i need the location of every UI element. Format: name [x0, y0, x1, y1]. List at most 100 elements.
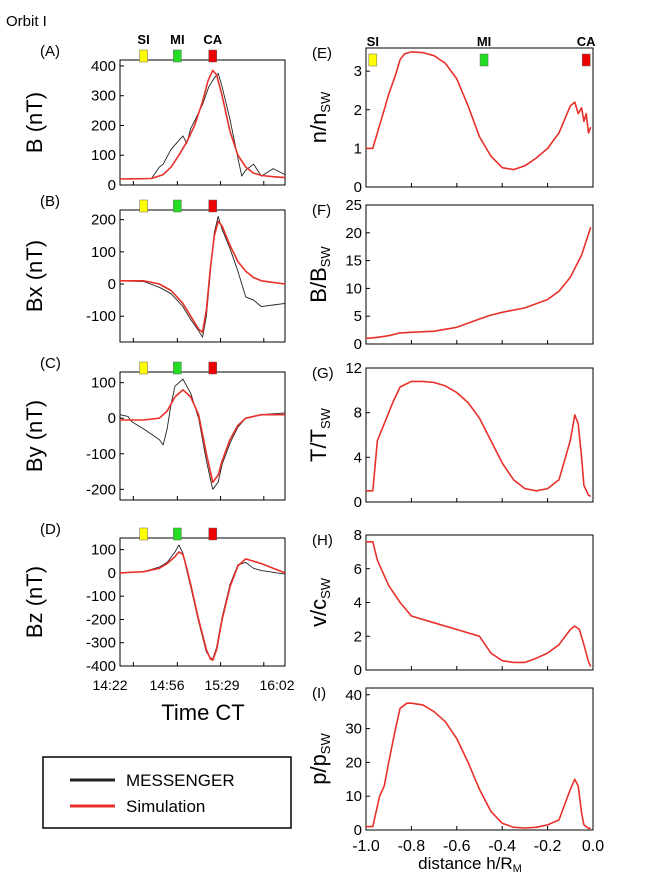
panel-G-ylabel-sub: SW: [318, 407, 333, 429]
panel-D-ytick-label-3: -100: [86, 588, 116, 605]
panel-C-ylabel-main: By (nT): [22, 400, 47, 472]
right-x-tick-label-0: -1.0: [352, 838, 380, 855]
panel-I-ytick-label-3: 30: [345, 721, 362, 738]
panel-B-ytick-label-1: 0: [108, 276, 116, 293]
panel-G-series-simulation: [366, 380, 592, 498]
right-x-tick-label-5: 0.0: [582, 838, 604, 855]
panel-G-ylabel-main: T/T: [306, 429, 331, 462]
figure-title: Orbit I: [6, 13, 47, 30]
left-x-axis: 14:22 14:56 15:29 16:02: [92, 677, 294, 693]
panel-H-label: (H): [312, 532, 333, 549]
panel-C-ytick-label-1: -100: [86, 446, 116, 463]
panel-F-ytick-label-3: 15: [345, 253, 362, 270]
panel-E: 0 1 2 3 (E) n/nSW SI MI CA: [306, 34, 596, 196]
left-x-axis-label: Time CT: [161, 700, 245, 725]
panel-E-marker-MI: [479, 53, 489, 67]
panel-H-ytick-label-3: 6: [354, 561, 362, 578]
panel-D-frame: [119, 537, 286, 667]
panel-B-ylabel: Bx (nT): [22, 240, 47, 312]
panel-A-ytick-label-1: 100: [91, 147, 116, 164]
panel-F-ytick-label-2: 10: [345, 280, 362, 297]
panel-A-series-simulation: [119, 69, 286, 180]
panel-D-series-messenger: [119, 544, 286, 660]
panel-I-ytick-label-0: 0: [354, 822, 362, 839]
panel-C: -200 -100 0 100 (C) By (nT): [22, 355, 286, 501]
right-x-tick-label-1: -0.8: [398, 838, 426, 855]
panel-E-frame: [365, 47, 594, 188]
panel-C-marker-CA: [208, 361, 217, 375]
left-x-tick-label-0: 14:22: [92, 677, 127, 693]
panel-D-ytick-label-1: -300: [86, 635, 116, 652]
panel-I-series-simulation: [366, 702, 591, 830]
left-x-tick-label-2: 15:29: [204, 677, 239, 693]
panel-D-marker-MI: [173, 527, 182, 541]
panel-F: 0 5 10 15 20 25 (F) B/BSW: [306, 197, 594, 353]
panel-G-ytick-label-1: 4: [354, 449, 362, 466]
panel-B-marker-SI: [139, 199, 148, 213]
panel-A-ylabel: B (nT): [22, 92, 47, 153]
panel-I-ylabel-main: p/p: [306, 754, 331, 785]
panel-H-ylabel-sub: SW: [318, 577, 333, 599]
panel-A-marker-label-MI: MI: [170, 32, 184, 47]
panel-C-ytick-label-3: 100: [91, 375, 116, 392]
panel-F-ytick-label-4: 20: [345, 225, 362, 242]
panel-H-ylabel: v/cSW: [306, 577, 333, 627]
panel-C-ytick-label-2: 0: [108, 410, 116, 427]
right-x-tick-label-3: -0.4: [488, 838, 516, 855]
panel-E-marker-label-SI: SI: [367, 34, 379, 49]
panel-D: -400 -300 -200 -100 0 100 (D) Bz (nT): [22, 521, 286, 675]
panel-B-ytick-label-2: 100: [91, 244, 116, 261]
panel-B-series-messenger: [119, 215, 286, 338]
panel-F-ylabel: B/BSW: [306, 246, 333, 303]
panel-I-ytick-label-2: 20: [345, 754, 362, 771]
panel-F-series-simulation: [365, 226, 592, 340]
panel-B-marker-MI: [173, 199, 182, 213]
panel-G: 0 4 8 12 (G) T/TSW: [306, 360, 594, 511]
panel-I-label: (I): [312, 685, 326, 702]
panel-B-frame: [119, 209, 286, 343]
panel-E-ytick-label-2: 2: [354, 102, 362, 119]
panel-H-ytick-label-1: 2: [354, 628, 362, 645]
right-x-axis-label: distance h/RM: [418, 854, 522, 875]
panel-H-ytick-label-4: 8: [354, 527, 362, 544]
panel-D-ytick-label-5: 100: [91, 542, 116, 559]
panel-E-ytick-label-0: 0: [354, 179, 362, 196]
panel-H-ytick-label-2: 4: [354, 595, 362, 612]
panel-G-ytick-label-3: 12: [345, 360, 362, 377]
panel-E-series-simulation: [366, 51, 592, 171]
panel-E-ylabel-sub: SW: [318, 91, 333, 113]
panel-G-ytick-label-2: 8: [354, 405, 362, 422]
panel-B-marker-CA: [208, 199, 217, 213]
panel-E-ytick-label-3: 3: [354, 63, 362, 80]
panel-A-ytick-label-2: 200: [91, 117, 116, 134]
panel-I-ytick-label-4: 40: [345, 687, 362, 704]
panel-B-ylabel-main: Bx (nT): [22, 240, 47, 312]
legend: MESSENGER Simulation: [42, 756, 292, 829]
panel-B-series-simulation: [120, 220, 286, 334]
panel-F-ytick-label-5: 25: [345, 197, 362, 214]
panel-E-ylabel: n/nSW: [306, 91, 333, 143]
panel-A-label: (A): [40, 43, 60, 60]
panel-I-ytick-label-1: 10: [345, 788, 362, 805]
panel-E-marker-label-MI: MI: [477, 34, 491, 49]
panel-H-ylabel-main: v/c: [306, 599, 331, 627]
panel-F-label: (F): [312, 202, 331, 219]
right-x-axis: -1.0 -0.8 -0.6 -0.4 -0.2 0.0: [352, 838, 604, 855]
panel-C-marker-MI: [173, 361, 182, 375]
panel-E-label: (E): [312, 45, 332, 62]
panel-I-ylabel: p/pSW: [306, 733, 333, 785]
panel-F-frame: [365, 204, 594, 345]
panel-A-marker-label-SI: SI: [137, 32, 149, 47]
panel-C-series-simulation: [120, 388, 285, 484]
panel-E-marker-SI: [368, 53, 378, 67]
panel-G-ylabel: T/TSW: [306, 407, 333, 462]
panel-A-series-messenger: [119, 72, 286, 180]
panel-B: -100 0 100 200 (B) Bx (nT): [22, 193, 286, 343]
panel-C-ytick-label-0: -200: [86, 481, 116, 498]
panel-A: 0 100 200 300 400 (A) B (nT) SI MI CA: [22, 32, 286, 194]
left-x-tick-label-3: 16:02: [259, 677, 294, 693]
panel-G-ytick-label-0: 0: [354, 494, 362, 511]
panel-B-ytick-label-0: -100: [86, 308, 116, 325]
